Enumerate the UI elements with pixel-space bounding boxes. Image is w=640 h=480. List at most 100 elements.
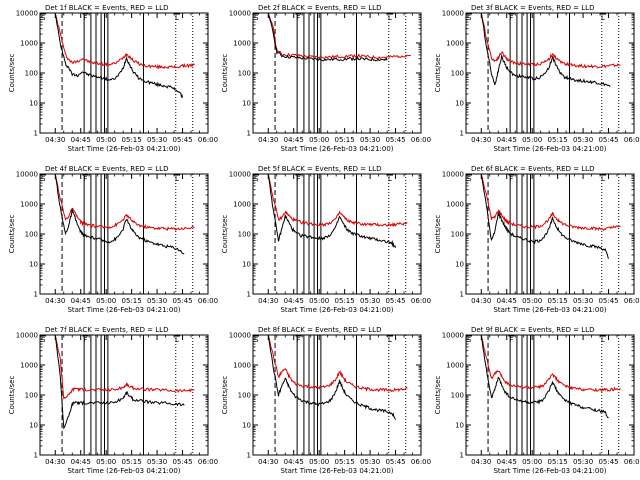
panel-9: Det 9f BLACK = Events, RED = LLD 1 10 100 10… <box>434 326 640 475</box>
y-tick-label: 10 <box>242 422 251 430</box>
y-tick-label: 10000 <box>16 332 38 340</box>
x-tick-label: 06:00 <box>198 458 218 466</box>
x-tick-label: 05:15 <box>548 297 568 305</box>
y-tick-label: 100 <box>451 392 464 400</box>
start-marker: S <box>254 175 259 183</box>
end-marker: L <box>601 14 605 22</box>
x-tick-label: 04:45 <box>284 136 304 144</box>
y-tick-label: 10000 <box>442 332 464 340</box>
x-tick-label: 05:45 <box>598 297 618 305</box>
x-tick-label: 04:30 <box>258 136 278 144</box>
y-tick-label: 1 <box>460 291 464 299</box>
y-tick-label: 100 <box>25 392 38 400</box>
series-line-lld <box>472 12 621 69</box>
start-marker: S <box>467 175 472 183</box>
y-tick-label: 10 <box>29 422 38 430</box>
panel-title: Det 5f BLACK = Events, RED = LLD <box>258 165 381 173</box>
start-marker: S <box>467 336 472 344</box>
end-marker: L <box>601 336 605 344</box>
x-axis-label: Start Time (26-Feb-03 04:21:00) <box>67 145 180 153</box>
panel-title: Det 4f BLACK = Events, RED = LLD <box>45 165 168 173</box>
series-line-events <box>259 12 388 62</box>
panel-title: Det 1f BLACK = Events, RED = LLD <box>45 4 168 12</box>
y-tick-label: 1 <box>34 130 38 138</box>
y-tick-label: 100 <box>238 70 251 78</box>
series-line-lld <box>472 173 621 232</box>
plot-frame <box>252 173 422 295</box>
x-tick-label: 05:45 <box>385 458 405 466</box>
end-marker: L <box>388 14 392 22</box>
x-tick-label: 06:00 <box>411 136 431 144</box>
series-line-events <box>46 12 183 99</box>
panel-2: Det 2f BLACK = Events, RED = LLD 1 10 100 10… <box>221 4 431 153</box>
panel-3: Det 3f BLACK = Events, RED = LLD 1 10 100 10… <box>434 4 640 153</box>
panel-title: Det 7f BLACK = Events, RED = LLD <box>45 326 168 334</box>
series-line-lld <box>259 12 412 60</box>
x-tick-label: 04:45 <box>284 458 304 466</box>
y-tick-label: 10000 <box>229 171 251 179</box>
y-tick-label: 1000 <box>20 201 38 209</box>
y-tick-label: 10 <box>29 261 38 269</box>
plot-frame <box>465 173 635 295</box>
y-axis-label: Counts/sec <box>434 54 442 93</box>
x-tick-label: 04:30 <box>258 458 278 466</box>
y-tick-label: 100 <box>25 70 38 78</box>
x-tick-label: 04:30 <box>45 136 65 144</box>
start-marker: S <box>41 14 46 22</box>
x-tick-label: 05:45 <box>172 297 192 305</box>
y-tick-label: 1000 <box>446 201 464 209</box>
series-line-lld <box>472 334 621 393</box>
x-tick-label: 06:00 <box>198 136 218 144</box>
x-tick-label: 05:30 <box>360 297 380 305</box>
y-tick-label: 10 <box>455 422 464 430</box>
panel-title: Det 8f BLACK = Events, RED = LLD <box>258 326 381 334</box>
x-tick-label: 05:15 <box>122 136 142 144</box>
x-tick-label: 06:00 <box>624 458 640 466</box>
start-marker: S <box>467 14 472 22</box>
x-tick-label: 05:15 <box>122 297 142 305</box>
y-tick-label: 10000 <box>229 332 251 340</box>
y-tick-label: 10000 <box>442 10 464 18</box>
y-tick-label: 1 <box>34 452 38 460</box>
x-tick-label: 06:00 <box>198 297 218 305</box>
y-tick-label: 1000 <box>446 40 464 48</box>
end-marker: L <box>175 336 179 344</box>
start-marker: S <box>41 175 46 183</box>
x-tick-label: 04:45 <box>497 458 517 466</box>
y-tick-label: 1000 <box>233 201 251 209</box>
x-tick-label: 05:00 <box>522 136 542 144</box>
x-tick-label: 05:45 <box>598 458 618 466</box>
y-tick-label: 1000 <box>233 362 251 370</box>
x-tick-label: 06:00 <box>624 297 640 305</box>
y-axis-label: Counts/sec <box>8 54 16 93</box>
x-tick-label: 05:45 <box>385 136 405 144</box>
x-tick-label: 05:30 <box>147 297 167 305</box>
y-tick-label: 1000 <box>233 40 251 48</box>
x-tick-label: 05:15 <box>548 136 568 144</box>
series-line-lld <box>46 12 195 70</box>
y-tick-label: 1 <box>247 452 251 460</box>
end-marker: L <box>388 175 392 183</box>
y-tick-label: 10 <box>242 100 251 108</box>
panel-8: Det 8f BLACK = Events, RED = LLD 1 10 100 10… <box>221 326 431 475</box>
x-tick-label: 05:30 <box>147 136 167 144</box>
panel-title: Det 2f BLACK = Events, RED = LLD <box>258 4 381 12</box>
y-tick-label: 10000 <box>442 171 464 179</box>
flare-marker: F <box>509 336 513 344</box>
x-tick-label: 04:30 <box>471 136 491 144</box>
series-line-events <box>259 173 396 248</box>
y-tick-label: 1000 <box>20 362 38 370</box>
flare-marker: F <box>83 175 87 183</box>
y-tick-label: 10000 <box>16 10 38 18</box>
x-tick-label: 05:30 <box>360 136 380 144</box>
y-tick-label: 10 <box>455 100 464 108</box>
start-marker: S <box>41 336 46 344</box>
panel-6: Det 6f BLACK = Events, RED = LLD 1 10 100 10… <box>434 165 640 314</box>
flare-marker: F <box>296 336 300 344</box>
end-marker: L <box>175 14 179 22</box>
x-tick-label: 05:00 <box>309 297 329 305</box>
panel-5: Det 5f BLACK = Events, RED = LLD 1 10 100 10… <box>221 165 431 314</box>
x-tick-label: 05:00 <box>309 136 329 144</box>
x-axis-label: Start Time (26-Feb-03 04:21:00) <box>280 145 393 153</box>
start-marker: S <box>254 336 259 344</box>
